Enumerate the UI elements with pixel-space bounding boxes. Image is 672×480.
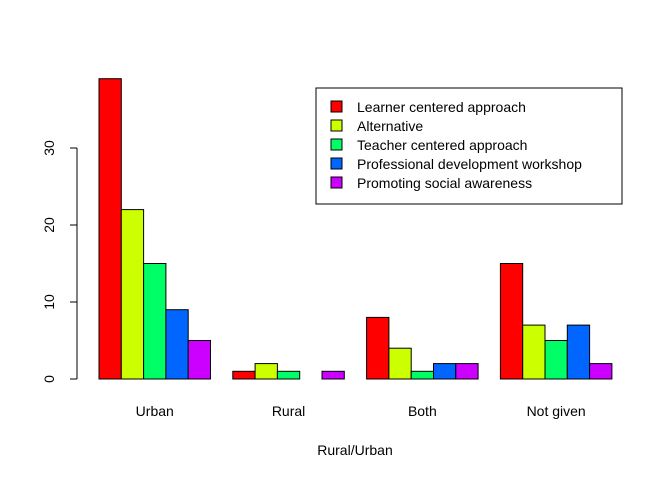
y-tick-label: 20 (41, 217, 57, 233)
legend-swatch (330, 157, 343, 170)
legend-swatch (330, 138, 343, 151)
x-axis-title: Rural/Urban (317, 442, 392, 458)
bar-0-1 (120, 209, 145, 380)
y-tick-label: 0 (41, 375, 57, 383)
bar-1-1 (254, 363, 278, 380)
x-tick-label: Not given (527, 403, 586, 419)
bar-2-2 (410, 370, 435, 380)
bar-2-0 (366, 316, 390, 380)
x-tick-label: Both (408, 403, 437, 419)
x-axis-labels: Urban Rural Both Not given (136, 403, 586, 419)
bar-0-3 (165, 309, 189, 380)
bars-group (98, 78, 613, 380)
legend-swatch (330, 119, 343, 132)
legend-box (315, 87, 623, 205)
bar-3-0 (499, 263, 524, 380)
y-tick-label: 10 (41, 294, 57, 310)
bar-3-4 (589, 363, 613, 380)
legend: Learner centered approach Alternative Teac… (315, 87, 623, 205)
bar-0-4 (187, 340, 211, 380)
bar-3-2 (544, 340, 568, 380)
y-tick-label: 30 (41, 140, 57, 156)
legend-label: Promoting social awareness (357, 175, 532, 191)
bar-2-1 (388, 347, 412, 380)
bar-0-2 (143, 263, 167, 380)
bar-1-2 (276, 370, 301, 380)
bar-3-1 (522, 324, 546, 380)
x-tick-label: Rural (272, 403, 305, 419)
legend-label: Professional development workshop (357, 156, 582, 172)
legend-label: Alternative (357, 118, 423, 134)
bar-2-3 (433, 363, 457, 380)
bar-2-4 (455, 363, 479, 380)
bar-1-0 (232, 370, 256, 380)
legend-label: Learner centered approach (357, 99, 526, 115)
x-tick-label: Urban (136, 403, 174, 419)
bar-3-3 (566, 324, 591, 380)
legend-label: Teacher centered approach (357, 137, 527, 153)
bar-1-4 (321, 370, 345, 380)
y-axis: 0 10 20 30 (41, 140, 78, 383)
bar-0-0 (98, 78, 122, 380)
legend-swatch (330, 176, 343, 189)
legend-swatch (330, 100, 343, 113)
